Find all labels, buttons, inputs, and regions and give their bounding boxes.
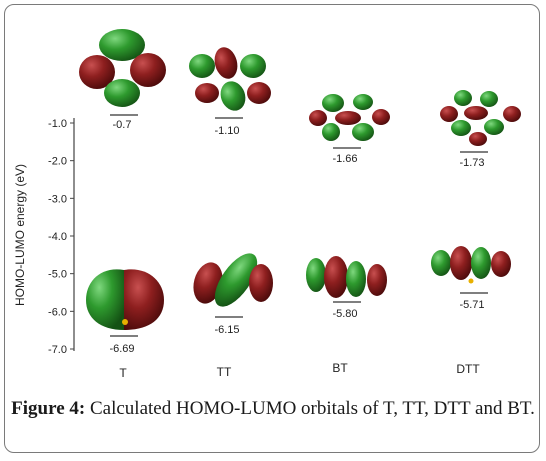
y-tick-label: -4.0 (48, 231, 67, 243)
molecule-label: DTT (456, 362, 480, 376)
y-tick-label: -1.0 (48, 118, 67, 130)
y-tick-label: -6.0 (48, 306, 67, 318)
molecule-label: T (119, 366, 127, 380)
caption-text: Calculated HOMO-LUMO orbitals of T, TT, … (89, 398, 535, 419)
homo-value-label: -5.71 (459, 299, 484, 311)
lumo-value-label: -1.66 (332, 153, 357, 165)
y-tick-label: -2.0 (48, 156, 67, 168)
orbital-dtt-homo (431, 246, 511, 284)
orbital-t-homo (86, 269, 164, 330)
y-axis-label: HOMO-LUMO energy (eV) (13, 164, 27, 306)
orbital-bt-lumo (309, 94, 390, 141)
homo-lumo-chart: -1.0 -2.0 -3.0 -4.0 -5.0 -6.0 -7.0 HOMO-LUMO e… (13, 29, 521, 380)
orbital-dtt-lumo (440, 90, 521, 146)
orbital-tt-lumo (189, 47, 271, 111)
y-tick-label: -5.0 (48, 269, 67, 281)
orbital-t-lumo (79, 29, 166, 107)
energy-levels: -0.7 -1.10 -1.66 -1.73 -6.69 -6.15 -5.80 -5.71 (109, 114, 488, 355)
molecule-labels: T TT BT DTT (119, 361, 480, 380)
homo-value-label: -6.69 (109, 343, 134, 355)
caption-label: Figure 4: (11, 398, 86, 419)
y-ticks: -1.0 -2.0 -3.0 -4.0 -5.0 -6.0 -7.0 (48, 118, 74, 356)
orbital-bt-homo (306, 256, 387, 298)
molecule-label: BT (332, 361, 348, 375)
lumo-value-label: -1.10 (214, 125, 239, 137)
molecule-label: TT (217, 365, 232, 379)
figure-caption: Figure 4: Calculated HOMO-LUMO orbitals … (0, 398, 546, 420)
lumo-value-label: -1.73 (459, 157, 484, 169)
y-tick-label: -3.0 (48, 193, 67, 205)
lumo-value-label: -0.7 (113, 119, 132, 131)
y-tick-label: -7.0 (48, 344, 67, 356)
homo-value-label: -6.15 (214, 324, 239, 336)
orbital-tt-homo (193, 253, 273, 307)
homo-value-label: -5.80 (332, 308, 357, 320)
